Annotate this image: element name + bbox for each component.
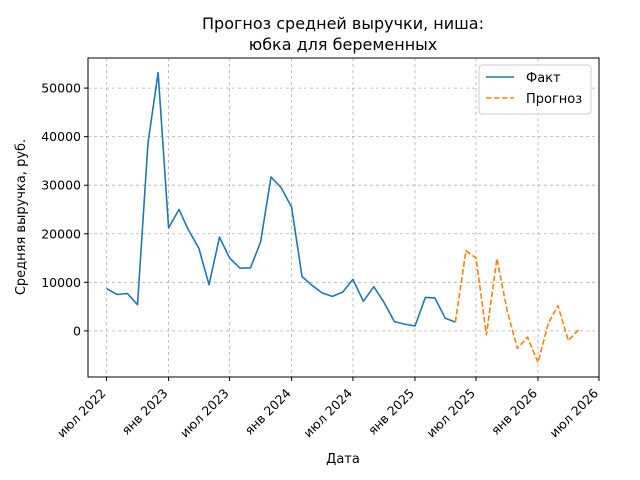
legend-label-forecast: Прогноз <box>526 92 582 107</box>
legend-label-fact: Факт <box>526 71 561 86</box>
x-tick-label: янв 2025 <box>365 386 417 438</box>
y-axis: 0 10000 20000 30000 40000 50000 <box>41 81 88 338</box>
x-axis: июл 2022 янв 2023 июл 2023 янв 2024 июл 2024… <box>54 377 601 440</box>
grid-lines <box>88 58 600 377</box>
y-tick-label: 40000 <box>41 129 81 144</box>
x-tick-label: июл 2022 <box>54 386 109 441</box>
x-tick-label: янв 2023 <box>118 386 170 438</box>
x-tick-label: июл 2024 <box>300 385 355 440</box>
x-axis-label: Дата <box>326 452 360 467</box>
y-tick-label: 20000 <box>41 226 81 241</box>
y-tick-label: 0 <box>73 323 81 338</box>
chart-title-line-2: юбка для беременных <box>249 35 438 54</box>
y-tick-label: 50000 <box>41 81 81 96</box>
x-tick-label: июл 2025 <box>423 386 478 441</box>
x-tick-label: июл 2023 <box>177 386 232 441</box>
plot-frame <box>87 57 600 378</box>
y-axis-label: Средняя выручка, руб. <box>14 139 29 295</box>
series-line-forecast <box>454 250 579 364</box>
series-lines <box>106 71 579 364</box>
series-line-fact <box>106 71 456 327</box>
chart-title-line-1: Прогноз средней выручки, ниша: <box>202 14 484 33</box>
y-tick-label: 10000 <box>41 275 81 290</box>
y-tick-label: 30000 <box>41 178 81 193</box>
legend: Факт Прогноз <box>478 64 592 115</box>
x-tick-label: янв 2026 <box>488 385 540 437</box>
x-tick-label: июл 2026 <box>546 385 601 440</box>
x-tick-label: янв 2024 <box>241 385 293 437</box>
